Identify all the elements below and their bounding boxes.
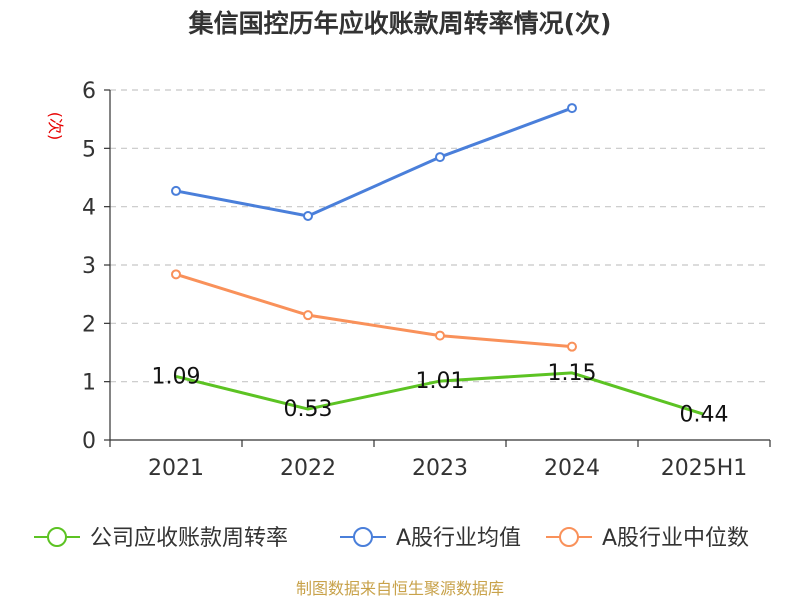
x-tick-label: 2022 [280, 456, 336, 481]
series-line [175, 371, 705, 416]
data-label: 0.53 [284, 397, 333, 422]
y-tick-label: 1 [82, 371, 96, 396]
series-0: 1.09 0.53 1.01 1.15 0.44 [152, 361, 729, 427]
legend-item-1[interactable]: A股行业均值 [340, 526, 521, 551]
data-point [303, 310, 313, 321]
y-tick-label: 5 [82, 137, 96, 162]
y-tick-label: 4 [82, 196, 96, 221]
data-point [171, 269, 181, 280]
axes: 0 1 2 3 4 5 6 2021 2022 2023 2024 2025H1 [82, 79, 771, 481]
source-note: 制图数据来自恒生聚源数据库 [296, 579, 504, 598]
x-tick-label: 2024 [544, 456, 600, 481]
y-tick-label: 2 [82, 312, 96, 337]
legend-item-2[interactable]: A股行业中位数 [546, 526, 749, 551]
y-tick-label: 6 [82, 79, 96, 104]
legend-item-0[interactable]: 公司应收账款周转率 [34, 526, 288, 551]
series-1 [171, 103, 577, 221]
data-point [435, 330, 445, 341]
data-point [303, 211, 313, 221]
data-point [567, 103, 577, 114]
data-point [567, 341, 577, 352]
y-axis-unit-label: (次) [46, 112, 65, 141]
data-point [171, 185, 181, 196]
grid-lines [110, 89, 770, 383]
y-tick-label: 3 [82, 254, 96, 279]
data-label: 1.01 [416, 369, 465, 394]
data-point [435, 152, 445, 163]
legend-label: 公司应收账款周转率 [90, 526, 288, 551]
data-label: 1.15 [548, 361, 597, 386]
legend: 公司应收账款周转率 A股行业均值 A股行业中位数 [34, 526, 749, 551]
legend-marker-icon [353, 527, 373, 547]
data-label: 0.44 [680, 402, 729, 427]
series-line [175, 272, 573, 349]
series-layer: 1.09 0.53 1.01 1.15 0.44 [152, 103, 729, 427]
x-tick-label: 2023 [412, 456, 468, 481]
legend-marker-icon [559, 527, 579, 547]
y-tick-label: 0 [82, 429, 96, 454]
legend-marker-icon [47, 527, 67, 547]
data-label: 1.09 [152, 364, 201, 389]
series-2 [171, 269, 577, 352]
series-line [175, 106, 573, 218]
chart-title: 集信国控历年应收账款周转率情况(次) [188, 9, 612, 38]
legend-label: A股行业均值 [396, 526, 521, 551]
legend-label: A股行业中位数 [602, 526, 749, 551]
x-tick-label: 2025H1 [661, 456, 748, 481]
x-tick-label: 2021 [148, 456, 204, 481]
